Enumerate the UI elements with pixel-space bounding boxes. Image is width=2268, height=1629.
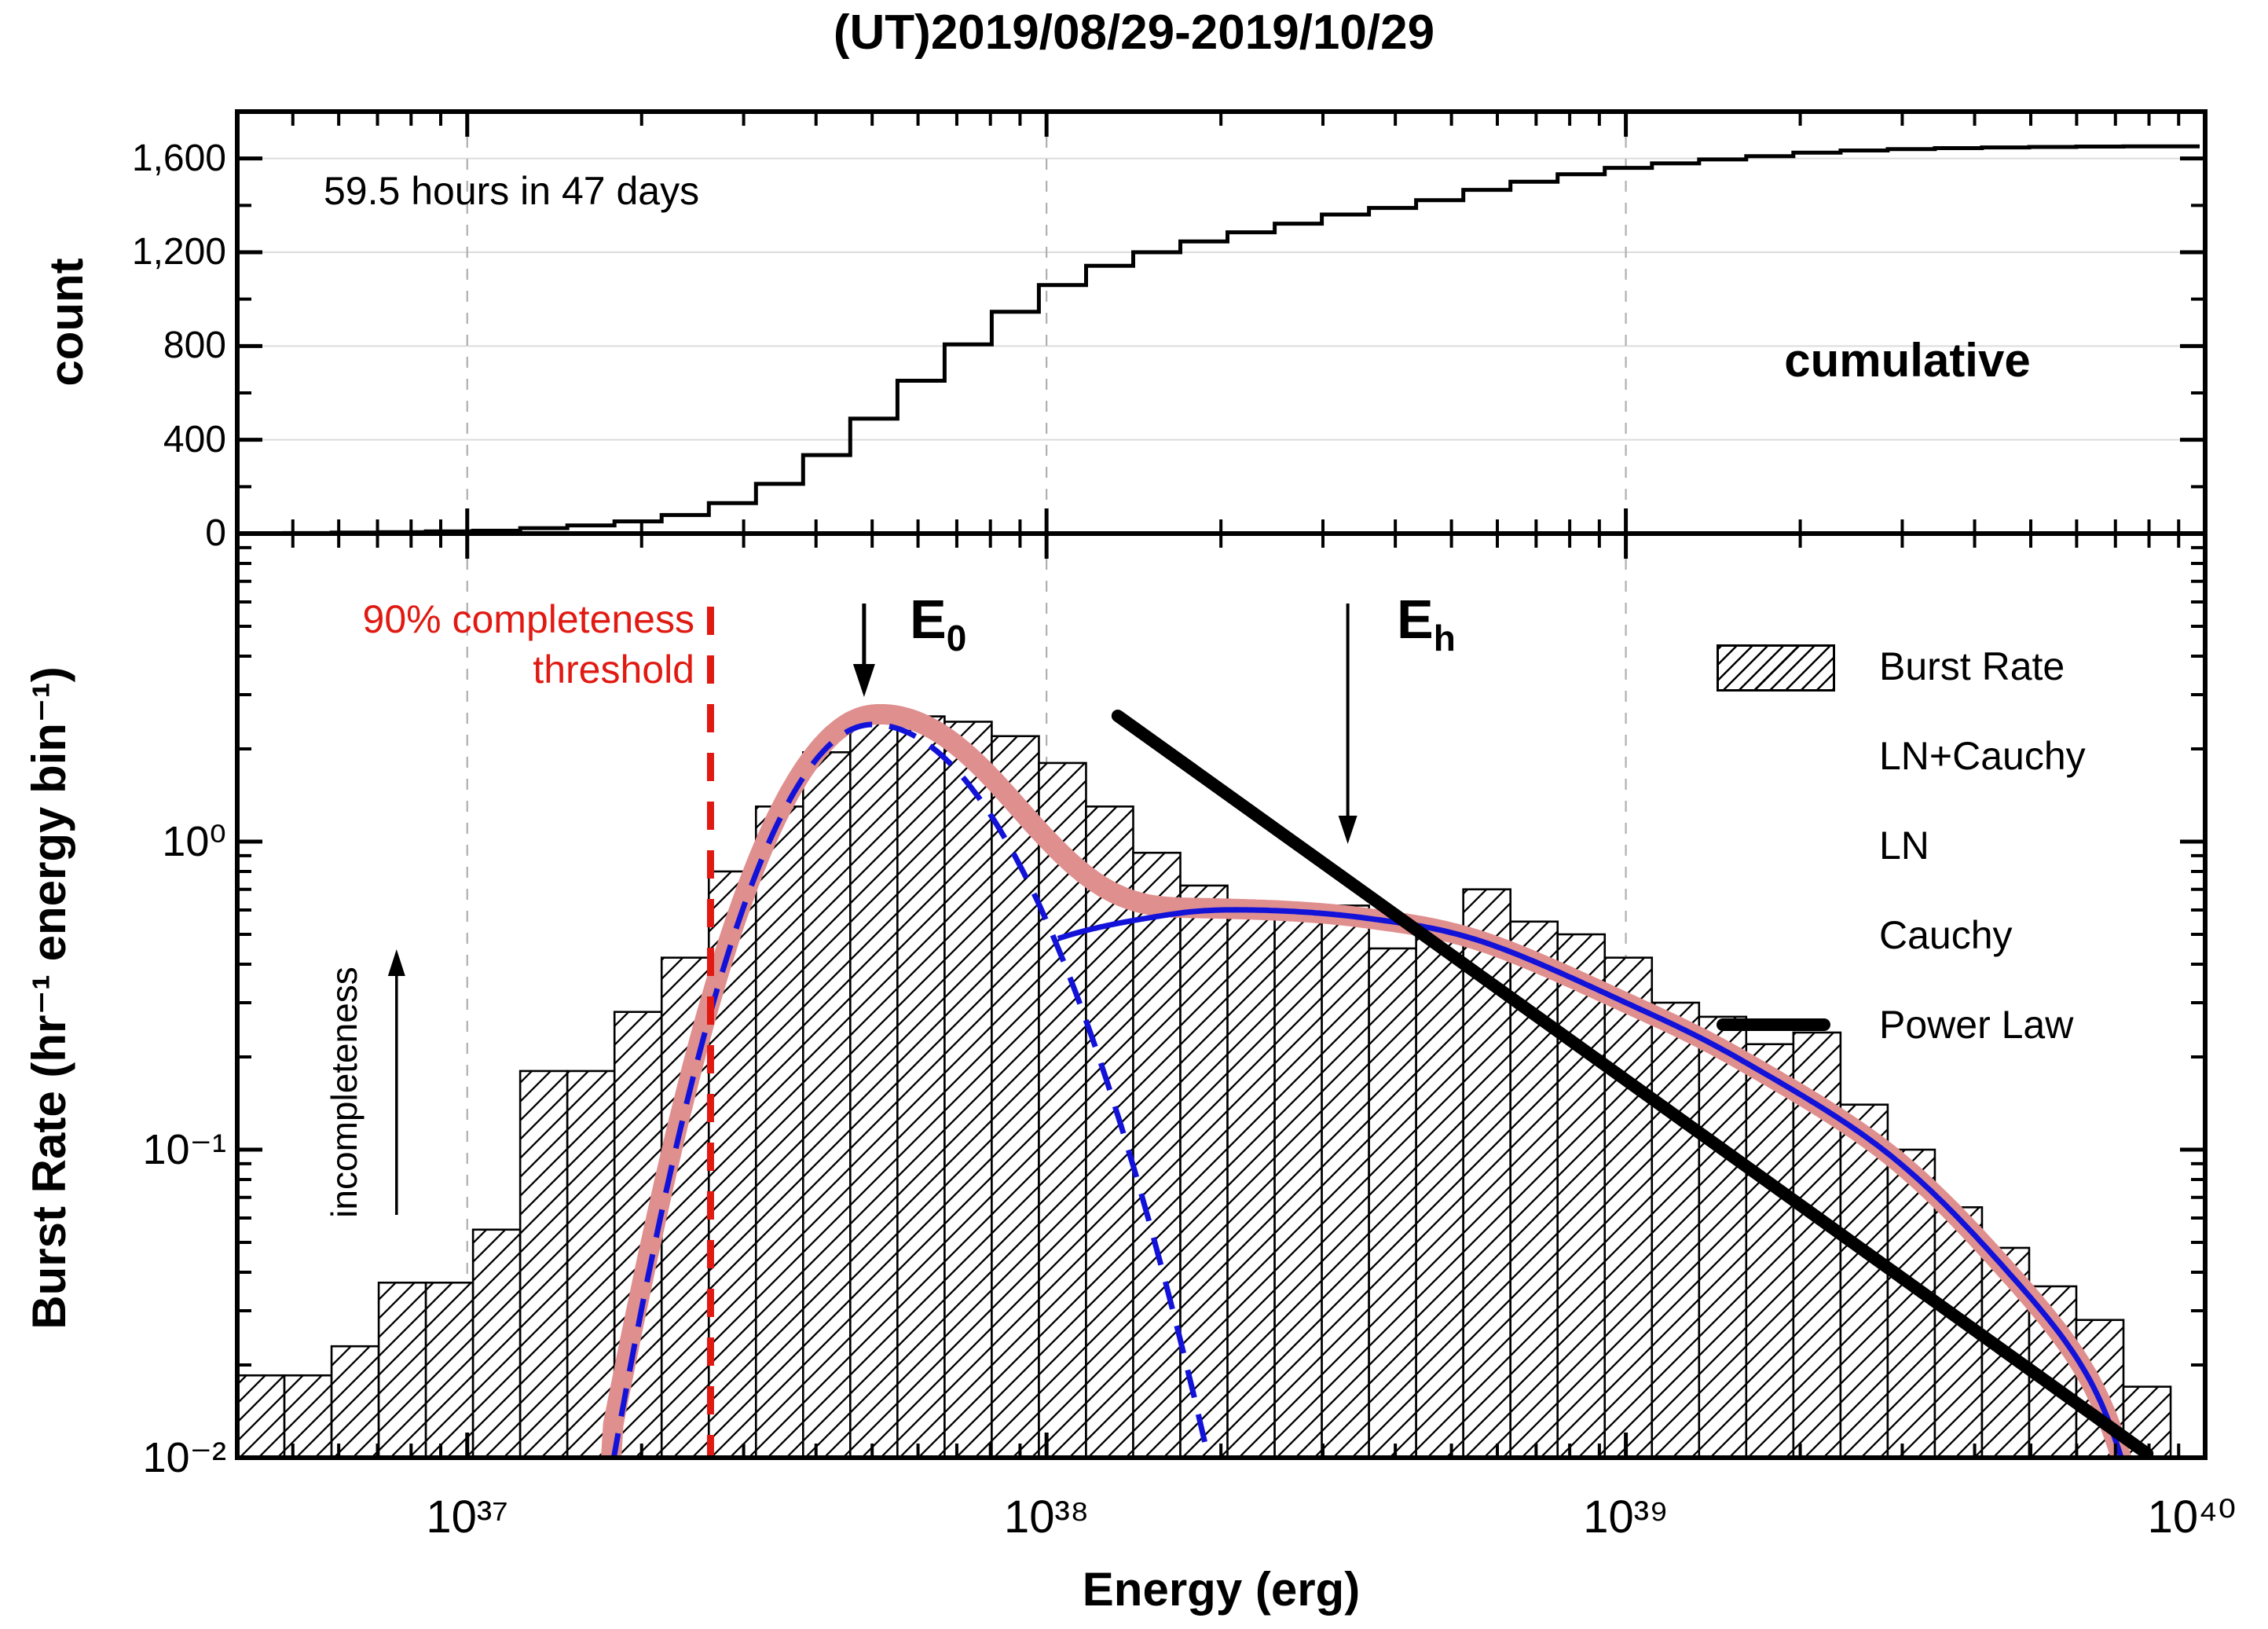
count-tick-label: 800 <box>163 325 226 367</box>
eh-annotation: Eh <box>1397 588 1456 659</box>
eh-subscript: h <box>1433 618 1456 659</box>
top-y-axis-title: count <box>40 258 93 387</box>
eh-main: E <box>1397 589 1434 650</box>
count-tick-label: 0 <box>205 512 226 554</box>
chart-title: (UT)2019/08/29-2019/10/29 <box>833 6 1435 60</box>
count-tick-label: 1,600 <box>131 137 226 179</box>
energy-tick-label: 10³⁸ <box>1004 1491 1090 1543</box>
e0-main: E <box>910 589 947 650</box>
e0-annotation: E0 <box>910 588 966 659</box>
legend-swatch-ln <box>1717 842 1830 849</box>
legend-swatch-burst-rate <box>1717 644 1835 692</box>
observation-time-note: 59.5 hours in 47 days <box>324 169 700 213</box>
legend-swatch-cauchy <box>1717 932 1830 938</box>
incompleteness-label: incompleteness <box>324 967 365 1218</box>
e0-subscript: 0 <box>946 618 967 659</box>
cumulative-label: cumulative <box>1784 334 2031 387</box>
rate-tick-label: 10⁻² <box>142 1434 226 1481</box>
rate-tick-label: 10⁻¹ <box>142 1126 226 1173</box>
legend-label-burst-rate: Burst Rate <box>1879 644 2065 688</box>
energy-tick-label: 10⁴⁰ <box>2147 1491 2237 1543</box>
completeness-threshold-label: 90% completeness threshold <box>363 594 694 695</box>
legend-label-cauchy: Cauchy <box>1879 913 2013 957</box>
rate-tick-label: 10⁰ <box>162 818 226 865</box>
threshold-label-line1: 90% completeness <box>362 597 694 641</box>
energy-tick-label: 10³⁹ <box>1583 1491 1669 1543</box>
x-axis-title: Energy (erg) <box>1082 1563 1361 1616</box>
legend-label-ln-cauchy: LN+Cauchy <box>1879 734 2086 778</box>
legend-swatch-ln-cauchy <box>1717 745 1830 769</box>
legend-label-ln: LN <box>1879 824 1929 868</box>
count-tick-label: 400 <box>163 418 226 460</box>
legend-swatch-power-law <box>1717 1018 1830 1031</box>
bottom-y-axis-title: Burst Rate (hr⁻¹ energy bin⁻¹) <box>23 666 75 1330</box>
count-tick-label: 1,200 <box>131 231 226 273</box>
legend-label-power-law: Power Law <box>1879 1003 2074 1047</box>
threshold-label-line2: threshold <box>533 648 694 692</box>
energy-tick-label: 10³⁷ <box>426 1491 509 1543</box>
